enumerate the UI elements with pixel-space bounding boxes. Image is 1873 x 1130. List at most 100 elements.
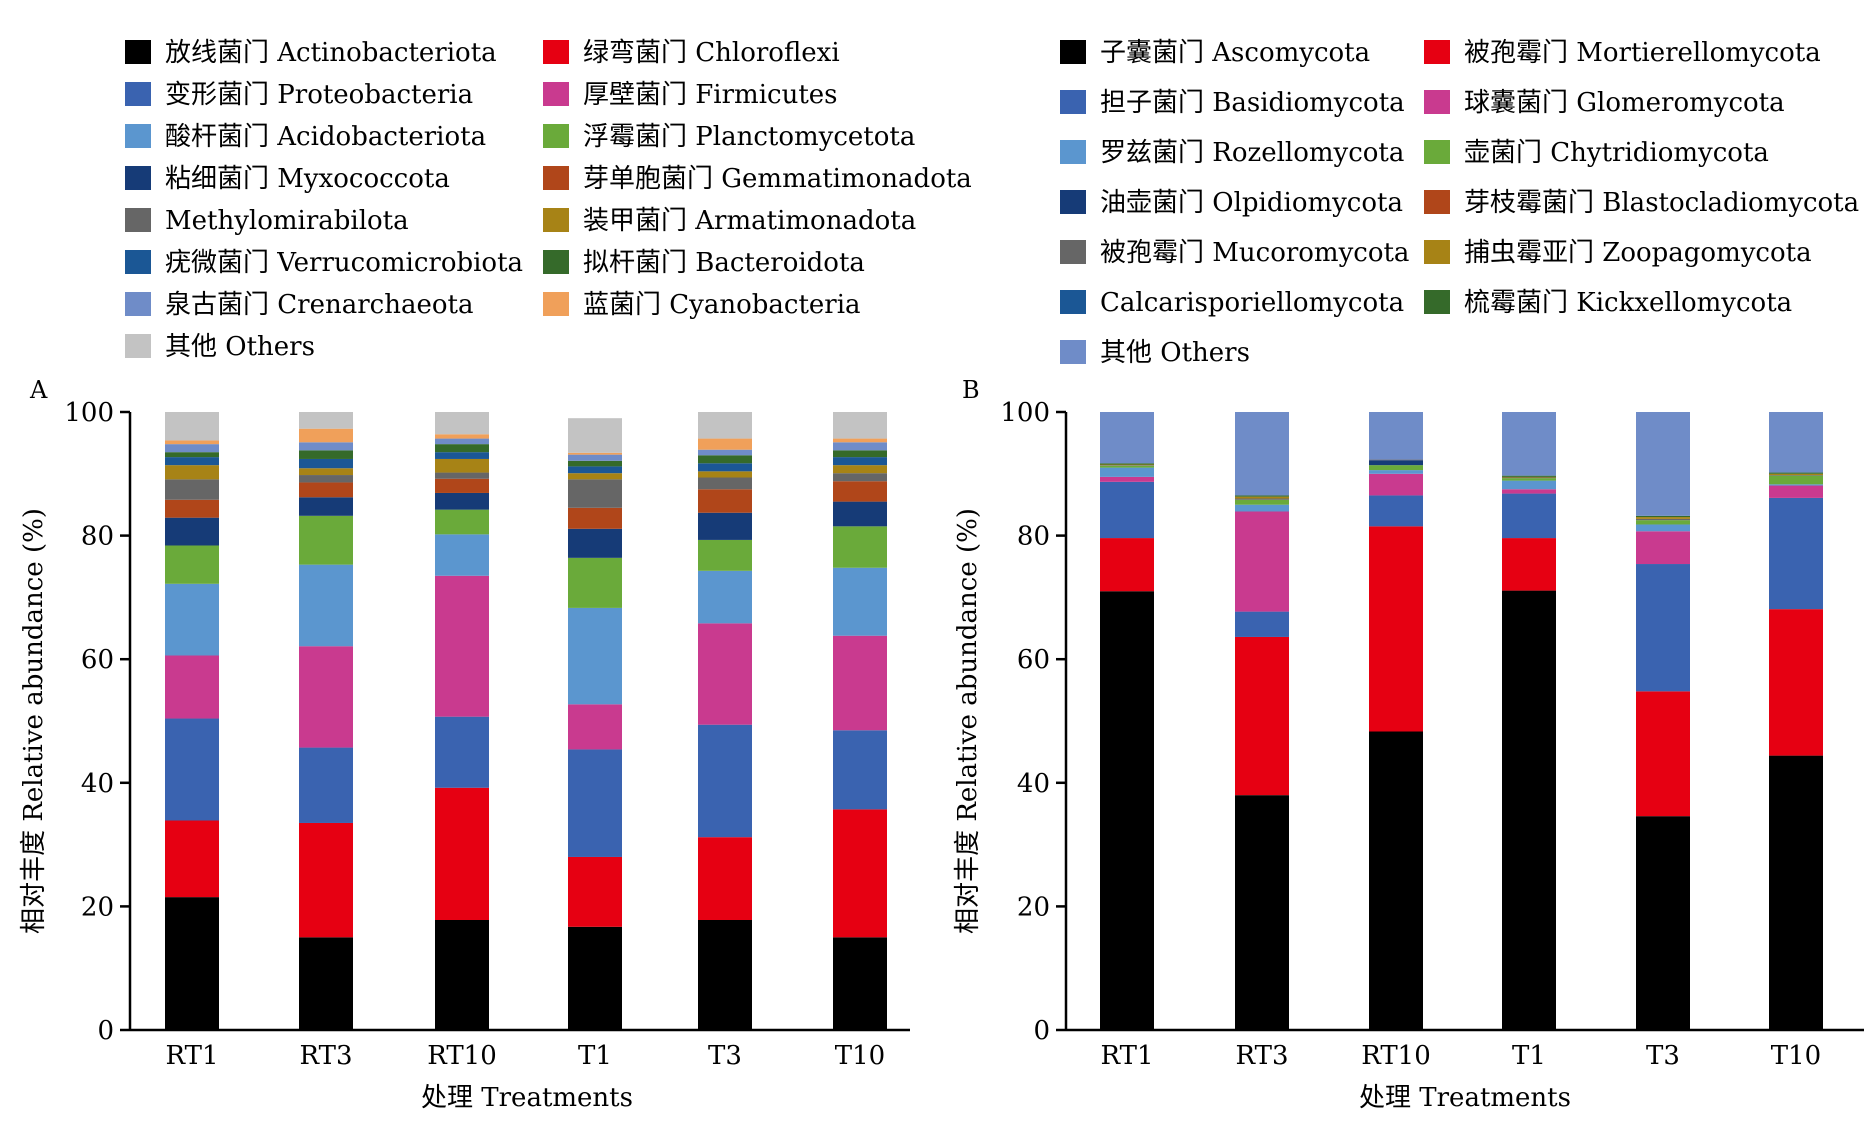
legend-label: 放线菌门 Actinobacteriota — [165, 38, 497, 68]
legend-label: 梳霉菌门 Kickxellomycota — [1464, 288, 1792, 318]
legend-swatch — [1424, 140, 1450, 164]
bar-segment — [1369, 470, 1423, 474]
legend-swatch — [543, 208, 569, 232]
bar-segment — [435, 472, 489, 479]
legend-label: 疣微菌门 Verrucomicrobiota — [165, 248, 523, 278]
bar-segment — [165, 465, 219, 480]
bar-segment — [299, 497, 353, 516]
legend-swatch — [125, 124, 151, 148]
legend-item: 蓝菌门 Cyanobacteria — [543, 290, 861, 320]
legend-swatch — [125, 250, 151, 274]
legend-b: 子囊菌门 Ascomycota 担子菌门 Basidiomycota 罗兹菌门 Ro… — [1060, 38, 1859, 368]
bar-segment — [1769, 609, 1823, 756]
legend-swatch — [125, 208, 151, 232]
bar-segment — [1235, 795, 1289, 1030]
bar-segment — [698, 570, 752, 624]
legend-label: 罗兹菌门 Rozellomycota — [1100, 138, 1404, 168]
y-tick-label: 20 — [81, 892, 114, 922]
x-tick-label: RT10 — [427, 1041, 497, 1071]
bar-segment — [435, 509, 489, 535]
x-tick-label: RT3 — [299, 1041, 352, 1071]
legend-label: 绿弯菌门 Chloroflexi — [583, 38, 840, 68]
bar-segment — [698, 455, 752, 464]
legend-item: 被孢霉门 Mortierellomycota — [1424, 38, 1821, 68]
bar-segment — [1636, 520, 1690, 525]
legend-swatch — [543, 40, 569, 64]
bar-segment — [165, 820, 219, 898]
bar-segment — [165, 444, 219, 453]
bar-segment — [435, 458, 489, 473]
bar-segment — [1636, 412, 1690, 516]
bar-segment — [698, 463, 752, 472]
bars-a — [165, 412, 887, 1030]
legend-swatch — [1060, 240, 1086, 264]
legend-item: 酸杆菌门 Acidobacteriota — [125, 122, 486, 152]
bar-segment — [1636, 515, 1690, 518]
bar-segment — [435, 444, 489, 453]
bar-segment — [833, 937, 887, 1030]
legend-swatch — [125, 334, 151, 358]
legend-swatch — [1060, 90, 1086, 114]
bar-segment — [1636, 524, 1690, 532]
panel-label-b: B — [962, 376, 980, 404]
legend-item: 被孢霉门 Mucoromycota — [1060, 238, 1409, 268]
legend-swatch — [1060, 140, 1086, 164]
legend-label: 子囊菌门 Ascomycota — [1100, 38, 1370, 68]
legend-item: 绿弯菌门 Chloroflexi — [543, 38, 840, 68]
bar-segment — [568, 418, 622, 453]
bar-segment — [568, 466, 622, 474]
y-tick-label: 20 — [1017, 892, 1050, 922]
bar-segment — [1100, 412, 1154, 464]
bar-segment — [299, 747, 353, 823]
x-tick-label: T3 — [708, 1041, 742, 1071]
bar-segment — [698, 837, 752, 920]
bar-segment — [165, 897, 219, 1030]
bar-segment — [698, 412, 752, 439]
bar-segment — [1502, 475, 1556, 477]
legend-swatch — [1060, 340, 1086, 364]
bar-segment — [165, 545, 219, 584]
bar-segment — [568, 926, 622, 1030]
bar-segment — [435, 438, 489, 445]
bar-segment — [1100, 464, 1154, 466]
bar-segment — [1235, 412, 1289, 496]
legend-swatch — [1424, 90, 1450, 114]
bar-segment — [165, 440, 219, 445]
y-tick-label: 80 — [81, 522, 114, 552]
y-axis-b: 0 20 40 60 80 100 — [1000, 398, 1068, 1046]
bar-segment — [1769, 485, 1823, 498]
bar-segment — [833, 635, 887, 731]
legend-item: 梳霉菌门 Kickxellomycota — [1424, 288, 1792, 318]
legend-swatch — [543, 124, 569, 148]
legend-swatch — [125, 166, 151, 190]
bar-segment — [1100, 463, 1154, 465]
legend-label: 被孢霉门 Mortierellomycota — [1464, 38, 1821, 68]
bar-segment — [1369, 465, 1423, 471]
bar-segment — [299, 468, 353, 476]
bar-segment — [1769, 475, 1823, 476]
bar-segment — [165, 499, 219, 518]
legend-label: 酸杆菌门 Acidobacteriota — [165, 122, 486, 152]
bar-segment — [698, 512, 752, 540]
legend-swatch — [125, 82, 151, 106]
legend-label: 被孢霉门 Mucoromycota — [1100, 238, 1409, 268]
bar-segment — [1235, 611, 1289, 637]
x-tick-label: T1 — [578, 1041, 612, 1071]
bar-segment — [1636, 816, 1690, 1030]
bar-segment — [1369, 473, 1423, 496]
y-tick-label: 0 — [97, 1016, 114, 1046]
bar-segment — [833, 526, 887, 568]
legend-item: 壶菌门 Chytridiomycota — [1424, 138, 1769, 168]
bar-segment — [1636, 517, 1690, 519]
bar-segment — [1369, 412, 1423, 460]
bar-segment — [1636, 564, 1690, 692]
y-tick-label: 100 — [64, 398, 114, 428]
bar-segment — [1235, 496, 1289, 499]
bar-segment — [299, 458, 353, 469]
bar-segment — [833, 501, 887, 527]
bar-segment — [1769, 473, 1823, 476]
y-tick-label: 40 — [81, 769, 114, 799]
bar-segment — [698, 919, 752, 1030]
bar-segment — [1636, 691, 1690, 817]
bar-segment — [435, 716, 489, 788]
